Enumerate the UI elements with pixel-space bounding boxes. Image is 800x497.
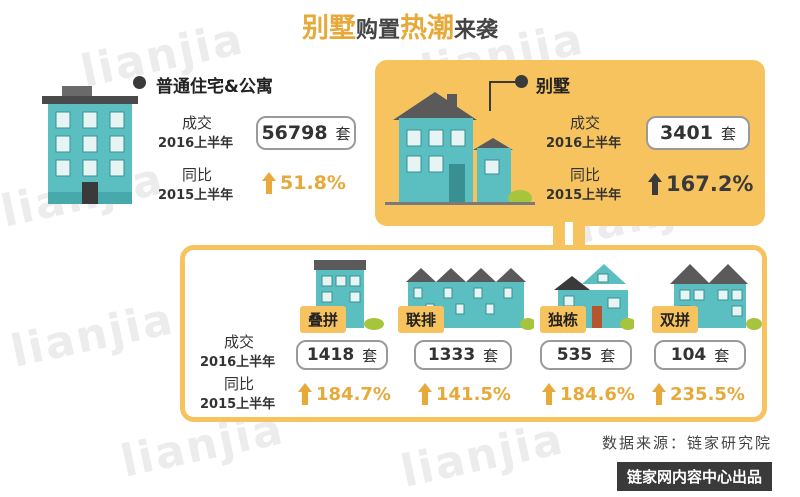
subtype-tag-detached: 独栋 — [540, 306, 587, 333]
subtype-unit: 套 — [483, 346, 499, 365]
arrow-up-icon — [262, 172, 276, 194]
villa-house-icon — [385, 92, 535, 205]
residential-heading: 普通住宅&公寓 — [156, 77, 273, 97]
subtype-yoy-semi-detached: 235.5% — [652, 383, 745, 405]
subtype-deal-value: 1418 — [306, 345, 355, 365]
subtype-yoy-stacked: 184.7% — [298, 383, 391, 405]
villa-unit: 套 — [720, 124, 736, 143]
subtype-unit: 套 — [600, 346, 616, 365]
villa-marker-line-vertical — [489, 81, 491, 111]
subtype-yoy-value: 184.6% — [560, 383, 635, 405]
footer-credit: 链家网内容中心出品 — [616, 462, 772, 491]
villa-subtypes-panel — [180, 245, 767, 422]
villa-yoy: 167.2% — [648, 172, 753, 196]
residential-deal-box: 56798 套 — [256, 116, 356, 150]
villa-marker-line — [489, 81, 517, 83]
residential-yoy-label: 同比 — [182, 166, 213, 184]
subtype-yoy-value: 141.5% — [436, 383, 511, 405]
subtype-tag-townhouse: 联排 — [398, 306, 445, 333]
subtype-yoy-detached: 184.6% — [542, 383, 635, 405]
residential-deal-period: 2016上半年 — [158, 136, 234, 151]
subtype-deal-box-detached: 535 套 — [540, 340, 632, 370]
residential-marker-dot — [133, 76, 146, 89]
villa-deal-value: 3401 — [660, 122, 713, 144]
subtypes-yoy-period: 2015上半年 — [200, 397, 276, 412]
page-title: 别墅购置热潮来袭 — [301, 13, 499, 44]
arrow-up-icon — [418, 383, 432, 405]
residential-yoy-period: 2015上半年 — [158, 188, 234, 203]
subtype-tag-semi-detached: 双拼 — [652, 306, 699, 333]
residential-unit: 套 — [335, 124, 351, 143]
residential-deal-value: 56798 — [261, 122, 328, 144]
villa-deal-box: 3401 套 — [646, 116, 750, 150]
watermark: lianjia — [396, 413, 569, 497]
subtype-unit: 套 — [714, 346, 730, 365]
villa-deal-period: 2016上半年 — [546, 136, 622, 151]
arrow-up-icon — [652, 383, 666, 405]
watermark: lianjia — [6, 293, 179, 378]
subtypes-deal-label: 成交 — [224, 333, 255, 351]
residential-yoy: 51.8% — [262, 172, 346, 194]
residential-deal-label: 成交 — [182, 114, 213, 132]
data-source: 数据来源：链家研究院 — [601, 434, 772, 452]
villa-yoy-period: 2015上半年 — [546, 188, 622, 203]
subtype-tag-stacked: 叠拼 — [300, 306, 347, 333]
subtype-deal-box-townhouse: 1333 套 — [414, 340, 512, 370]
apartment-building-icon — [42, 86, 138, 204]
subtypes-deal-period: 2016上半年 — [200, 355, 276, 370]
subtype-deal-value: 104 — [670, 345, 707, 365]
subtype-yoy-value: 184.7% — [316, 383, 391, 405]
villa-deal-label: 成交 — [570, 114, 601, 132]
villa-yoy-value: 167.2% — [666, 172, 754, 196]
subtype-yoy-townhouse: 141.5% — [418, 383, 511, 405]
arrow-up-icon — [648, 173, 662, 195]
subtypes-yoy-label: 同比 — [224, 375, 255, 393]
arrow-up-icon — [542, 383, 556, 405]
villa-marker-dot — [515, 75, 528, 88]
subtype-deal-box-semi-detached: 104 套 — [654, 340, 746, 370]
subtype-unit: 套 — [362, 346, 378, 365]
subtype-deal-value: 1333 — [427, 345, 476, 365]
villa-yoy-label: 同比 — [570, 166, 601, 184]
subtype-yoy-value: 235.5% — [670, 383, 745, 405]
villa-heading: 别墅 — [536, 77, 570, 97]
panel-connector — [553, 222, 585, 247]
arrow-up-icon — [298, 383, 312, 405]
residential-yoy-value: 51.8% — [280, 172, 346, 194]
subtype-deal-box-stacked: 1418 套 — [296, 340, 388, 370]
subtype-deal-value: 535 — [556, 345, 593, 365]
